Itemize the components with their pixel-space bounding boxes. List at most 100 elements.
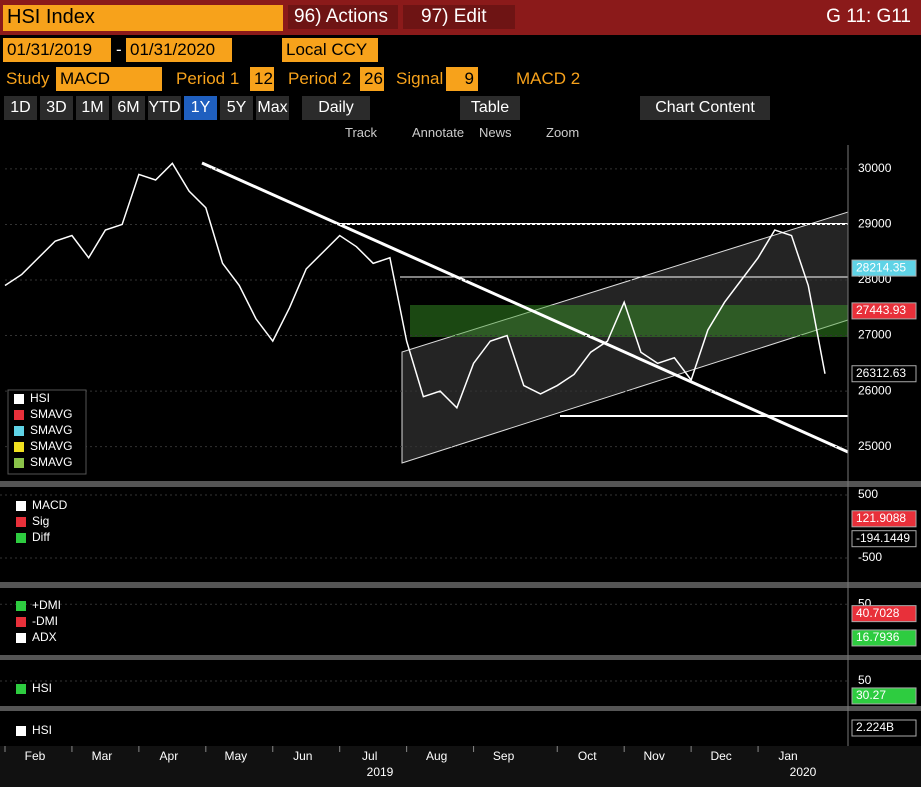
x-tick-label: Jul — [362, 749, 377, 763]
date-dash: - — [116, 40, 122, 59]
legend-swatch — [14, 394, 24, 404]
legend-swatch — [16, 617, 26, 627]
period-button[interactable]: 5Y — [220, 96, 253, 120]
x-tick-label: Jun — [293, 749, 312, 763]
period-button[interactable]: Max — [256, 96, 289, 120]
x-tick-label: May — [224, 749, 247, 763]
legend-label: Diff — [32, 530, 50, 544]
legend-label: HSI — [30, 391, 50, 405]
y-tick-label: 29000 — [858, 217, 892, 231]
legend-swatch — [16, 601, 26, 611]
zone — [410, 305, 848, 337]
x-tick-label: Nov — [644, 749, 665, 763]
legend-label: Sig — [32, 514, 49, 528]
x-tick-label: Feb — [25, 749, 46, 763]
period-button[interactable]: 1D — [4, 96, 37, 120]
y-tick-label: 50 — [858, 673, 872, 687]
legend-label: MACD — [32, 498, 68, 512]
ticker[interactable]: HSI Index — [3, 5, 283, 31]
frequency[interactable]: Daily — [302, 96, 370, 120]
legend-swatch — [16, 501, 26, 511]
value-box — [851, 629, 917, 647]
divider — [0, 582, 921, 588]
y-tick-label: 25000 — [858, 439, 892, 453]
macd2[interactable]: MACD 2 — [516, 69, 581, 88]
legend-label: SMAVG — [30, 407, 72, 421]
legend-swatch — [16, 633, 26, 643]
y-tick-label: 26000 — [858, 383, 892, 397]
tool[interactable]: Zoom — [546, 125, 580, 140]
value-label: 26312.63 — [856, 366, 906, 380]
legend-label: HSI — [32, 723, 52, 737]
period1-label: Period 1 — [176, 69, 240, 88]
tool[interactable]: Annotate — [412, 125, 465, 140]
period-button[interactable]: 1M — [76, 96, 109, 120]
divider — [0, 706, 921, 711]
study-label: Study — [6, 69, 50, 88]
x-tick-label: Oct — [578, 749, 597, 763]
legend-label: SMAVG — [30, 455, 72, 469]
legend-label: HSI — [32, 681, 52, 695]
legend-swatch — [14, 458, 24, 468]
legend-swatch — [16, 533, 26, 543]
price-line — [4, 162, 826, 410]
legend-swatch — [14, 442, 24, 452]
x-tick-label: Aug — [426, 749, 447, 763]
study-name[interactable]: MACD — [56, 67, 162, 91]
table-button[interactable]: Table — [460, 96, 520, 120]
legend-swatch — [16, 517, 26, 527]
x-tick-label: Dec — [710, 749, 731, 763]
period-button[interactable]: 1Y — [184, 96, 217, 120]
value-label: -194.1449 — [856, 531, 910, 545]
signal[interactable]: 9 — [446, 67, 478, 91]
legend-swatch — [14, 410, 24, 420]
value-box — [851, 719, 917, 737]
legend-label: SMAVG — [30, 423, 72, 437]
signal-label: Signal — [396, 69, 444, 88]
period2[interactable]: 26 — [360, 67, 384, 91]
y-tick-label: -500 — [858, 550, 882, 564]
period-button[interactable]: YTD — [148, 96, 181, 120]
chart-content[interactable]: Chart Content — [640, 96, 770, 120]
period-button[interactable]: 6M — [112, 96, 145, 120]
x-axis-bg — [0, 746, 921, 787]
legend-swatch — [16, 726, 26, 736]
y-tick-label: 500 — [858, 487, 878, 501]
start-date[interactable]: 01/31/2019 — [3, 38, 111, 62]
period-button[interactable]: 3D — [40, 96, 73, 120]
legend-label: +DMI — [32, 598, 61, 612]
year-label: 2019 — [367, 765, 394, 779]
legend-label: SMAVG — [30, 439, 72, 453]
x-tick-label: Apr — [160, 749, 179, 763]
edit-menu[interactable]: 97) Edit — [403, 5, 515, 29]
value-box — [851, 302, 917, 320]
value-box — [851, 259, 917, 277]
value-box — [851, 605, 917, 623]
year-label: 2020 — [790, 765, 817, 779]
value-box — [851, 687, 917, 705]
divider — [0, 481, 921, 487]
value-box — [851, 510, 917, 528]
tool[interactable]: News — [479, 125, 512, 140]
value-label: 40.7028 — [856, 606, 900, 620]
y-tick-label: 27000 — [858, 328, 892, 342]
legend-label: -DMI — [32, 614, 58, 628]
legend-swatch — [14, 426, 24, 436]
value-box — [851, 365, 917, 383]
value-label: 28214.35 — [856, 260, 906, 274]
actions-menu[interactable]: 96) Actions — [288, 5, 398, 29]
period1[interactable]: 12 — [250, 67, 274, 91]
end-date[interactable]: 01/31/2020 — [126, 38, 232, 62]
value-label: 121.9088 — [856, 511, 906, 525]
legend-swatch — [16, 684, 26, 694]
x-tick-label: Mar — [92, 749, 113, 763]
legend-label: ADX — [32, 630, 57, 644]
x-tick-label: Jan — [778, 749, 797, 763]
plot-bg — [0, 145, 848, 480]
value-label: 27443.93 — [856, 303, 906, 317]
y-tick-label: 30000 — [858, 161, 892, 175]
currency[interactable]: Local CCY — [282, 38, 378, 62]
tool[interactable]: Track — [345, 125, 378, 140]
